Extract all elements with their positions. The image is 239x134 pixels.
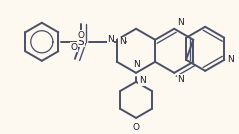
Text: N: N xyxy=(119,37,125,46)
Text: N: N xyxy=(227,55,234,64)
Text: O: O xyxy=(71,43,77,52)
Text: N: N xyxy=(177,75,184,84)
Text: N: N xyxy=(107,35,114,44)
Text: N: N xyxy=(139,76,146,85)
Text: N: N xyxy=(177,18,184,27)
Text: O: O xyxy=(133,123,140,132)
Text: N: N xyxy=(133,60,139,69)
Text: O: O xyxy=(77,31,84,40)
Text: S: S xyxy=(78,37,84,47)
